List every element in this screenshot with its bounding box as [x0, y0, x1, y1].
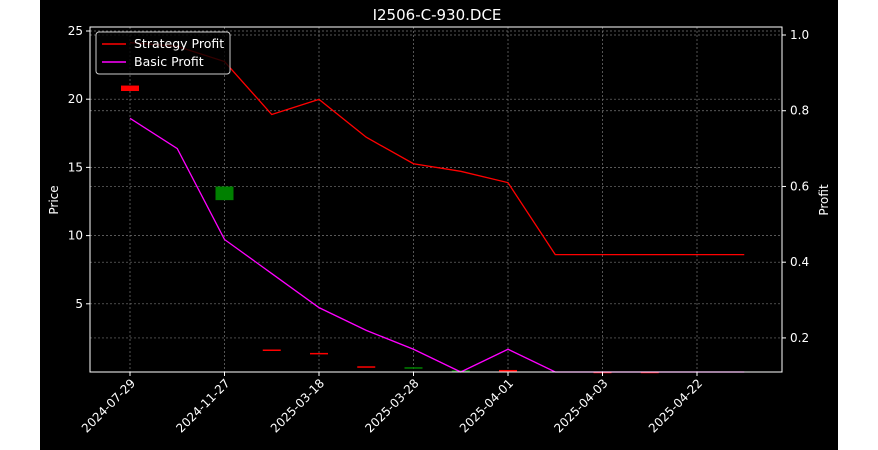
series-line	[129, 117, 745, 373]
candle-body	[499, 369, 517, 372]
candle-body	[404, 367, 423, 369]
y-right-tick-label: 0.6	[790, 179, 809, 193]
candle-body	[262, 349, 281, 351]
legend: Strategy Profit Basic Profit	[95, 31, 231, 75]
candle-body	[310, 352, 328, 355]
y-axis-right-label: Profit	[817, 184, 831, 216]
legend-label-strategy: Strategy Profit	[134, 36, 224, 51]
line-layer	[129, 41, 745, 373]
chart-svg: I2506-C-930.DCE 2024-07-29 2024-11-27 2025…	[47, 6, 831, 435]
x-tick-label: 2025-03-28	[362, 376, 421, 435]
legend-box	[95, 31, 231, 75]
y-left-tick-label: 10	[68, 229, 83, 243]
y-axis-left: 5 10 15 20 25	[68, 24, 90, 311]
series-line	[129, 41, 745, 256]
chart-title: I2506-C-930.DCE	[373, 6, 502, 24]
legend-label-basic: Basic Profit	[134, 54, 204, 69]
candle-body	[451, 370, 470, 372]
y-axis-right: 0.2 0.4 0.6 0.8 1.0	[782, 28, 809, 345]
y-left-tick-label: 20	[68, 92, 83, 106]
y-right-tick-label: 0.2	[790, 331, 809, 345]
chart-figure: I2506-C-930.DCE 2024-07-29 2024-11-27 2025…	[40, 0, 838, 450]
candle-layer	[121, 85, 659, 374]
y-left-tick-label: 25	[68, 24, 83, 38]
plot-frame	[89, 26, 783, 373]
y-axis-left-label: Price	[47, 185, 61, 214]
x-tick-label: 2024-07-29	[79, 376, 138, 435]
y-right-tick-label: 0.8	[790, 104, 809, 118]
x-tick-label: 2025-04-01	[457, 376, 516, 435]
candle-body	[215, 186, 234, 201]
candle-body	[357, 366, 376, 368]
grid-layer	[90, 27, 782, 372]
x-tick-label: 2025-04-22	[646, 376, 705, 435]
y-right-tick-label: 1.0	[790, 28, 809, 42]
y-right-tick-label: 0.4	[790, 255, 809, 269]
candle-body	[121, 85, 139, 92]
y-left-tick-label: 5	[75, 297, 83, 311]
x-tick-label: 2024-11-27	[173, 376, 232, 435]
x-tick-label: 2025-03-18	[268, 376, 327, 435]
x-tick-label: 2025-04-03	[551, 376, 610, 435]
y-left-tick-label: 15	[68, 160, 83, 174]
x-axis: 2024-07-29 2024-11-27 2025-03-18 2025-03-28…	[79, 372, 705, 435]
